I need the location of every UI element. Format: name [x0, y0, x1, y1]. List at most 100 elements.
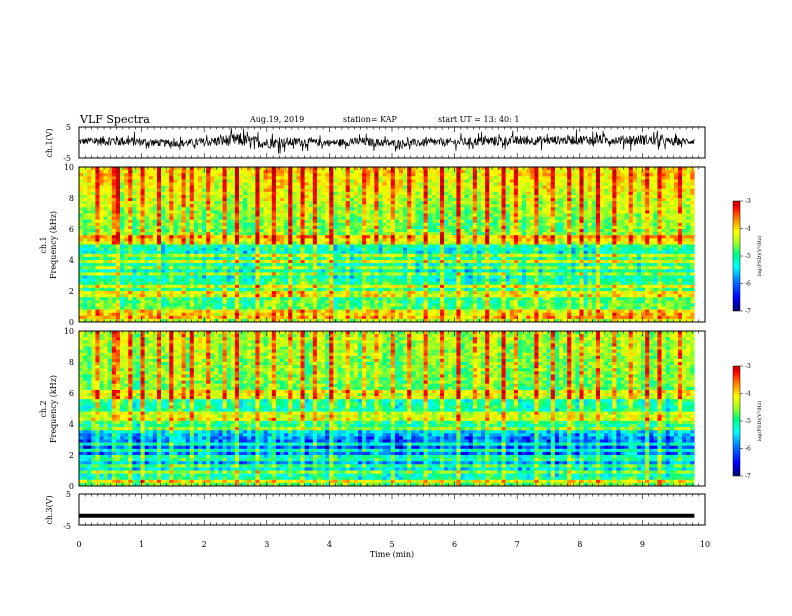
spectrogram-cell — [83, 238, 87, 241]
spectrogram-cell — [243, 210, 247, 213]
spectrogram-cell — [428, 269, 432, 272]
spectrogram-cell — [424, 189, 428, 192]
spectrogram-cell — [432, 198, 436, 201]
spectrogram-cell — [272, 241, 276, 244]
spectrogram-cell — [186, 214, 190, 217]
spectrogram-cell — [190, 226, 194, 229]
spectrogram-cell — [399, 254, 403, 257]
spectrogram-cell — [124, 248, 128, 251]
spectrogram-cell — [452, 201, 456, 204]
spectrogram-cell — [91, 251, 95, 254]
spectrogram-cell — [374, 186, 378, 189]
spectrogram-cell — [223, 291, 227, 294]
spectrogram-cell — [415, 300, 419, 303]
spectrogram-cell — [305, 254, 309, 257]
spectrogram-cell — [329, 313, 333, 316]
spectrogram-cell — [157, 251, 161, 254]
spectrogram-cell — [153, 297, 157, 300]
spectrogram-cell — [100, 179, 104, 182]
spectrogram-cell — [169, 251, 173, 254]
spectrogram-cell — [280, 214, 284, 217]
spectrogram-cell — [268, 198, 272, 201]
spectrogram-cell — [346, 204, 350, 207]
spectrogram-cell — [173, 241, 177, 244]
spectrogram-cell — [424, 294, 428, 297]
spectrogram-cell — [399, 217, 403, 220]
spectrogram-cell — [83, 260, 87, 263]
spectrogram-cell — [186, 245, 190, 248]
spectrogram-cell — [296, 316, 300, 319]
spectrogram-cell — [153, 238, 157, 241]
spectrogram-cell — [120, 245, 124, 248]
spectrogram-cell — [317, 269, 321, 272]
spectrogram-cell — [243, 176, 247, 179]
spectrogram-cell — [378, 297, 382, 300]
spectrogram-cell — [333, 313, 337, 316]
spectrogram-cell — [87, 297, 91, 300]
spectrogram-cell — [411, 204, 415, 207]
spectrogram-cell — [255, 313, 259, 316]
spectrogram-cell — [420, 300, 424, 303]
spectrogram-cell — [395, 294, 399, 297]
spectrogram-cell — [227, 235, 231, 238]
spectrogram-cell — [116, 276, 120, 279]
spectrogram-cell — [87, 279, 91, 282]
spectrogram-cell — [272, 189, 276, 192]
spectrogram-cell — [149, 279, 153, 282]
spectrogram-cell — [387, 235, 391, 238]
spectrogram-cell — [292, 192, 296, 195]
spectrogram-cell — [342, 204, 346, 207]
spectrogram-cell — [251, 254, 255, 257]
spectrogram-cell — [309, 316, 313, 319]
spectrogram-cell — [346, 170, 350, 173]
spectrogram-cell — [428, 214, 432, 217]
spectrogram-cell — [124, 201, 128, 204]
spectrogram-cell — [149, 260, 153, 263]
spectrogram-cell — [362, 217, 366, 220]
spectrogram-cell — [436, 195, 440, 198]
spectrogram-cell — [309, 251, 313, 254]
spectrogram-cell — [440, 248, 444, 251]
spectrogram-cell — [177, 251, 181, 254]
spectrogram-cell — [223, 310, 227, 313]
spectrogram-cell — [321, 245, 325, 248]
spectrogram-cell — [190, 207, 194, 210]
spectrogram-cell — [255, 291, 259, 294]
spectrogram-cell — [313, 229, 317, 232]
spectrogram-cell — [128, 307, 132, 310]
spectrogram-cell — [116, 282, 120, 285]
spectrogram-cell — [161, 257, 165, 260]
spectrogram-cell — [177, 235, 181, 238]
spectrogram-cell — [301, 241, 305, 244]
spectrogram-cell — [268, 254, 272, 257]
spectrogram-cell — [255, 248, 259, 251]
spectrogram-cell — [104, 263, 108, 266]
spectrogram-cell — [157, 282, 161, 285]
spectrogram-cell — [132, 173, 136, 176]
spectrogram-cell — [420, 214, 424, 217]
spectrogram-cell — [428, 245, 432, 248]
spectrogram-cell — [276, 316, 280, 319]
spectrogram-cell — [329, 195, 333, 198]
spectrogram-cell — [305, 176, 309, 179]
spectrogram-cell — [239, 272, 243, 275]
spectrogram-cell — [128, 192, 132, 195]
spectrogram-cell — [272, 279, 276, 282]
spectrogram-cell — [210, 245, 214, 248]
spectrogram-cell — [218, 316, 222, 319]
spectrogram-cell — [227, 183, 231, 186]
spectrogram-cell — [313, 245, 317, 248]
spectrogram-cell — [141, 266, 145, 269]
spectrogram-cell — [399, 192, 403, 195]
spectrogram-cell — [260, 266, 264, 269]
spectrogram-cell — [378, 316, 382, 319]
spectrogram-cell — [391, 260, 395, 263]
spectrogram-cell — [190, 195, 194, 198]
spectrogram-cell — [407, 186, 411, 189]
spectrogram-cell — [182, 300, 186, 303]
spectrogram-cell — [280, 229, 284, 232]
spectrogram-cell — [272, 186, 276, 189]
spectrogram-cell — [317, 204, 321, 207]
spectrogram-cell — [210, 214, 214, 217]
spectrogram-cell — [354, 272, 358, 275]
